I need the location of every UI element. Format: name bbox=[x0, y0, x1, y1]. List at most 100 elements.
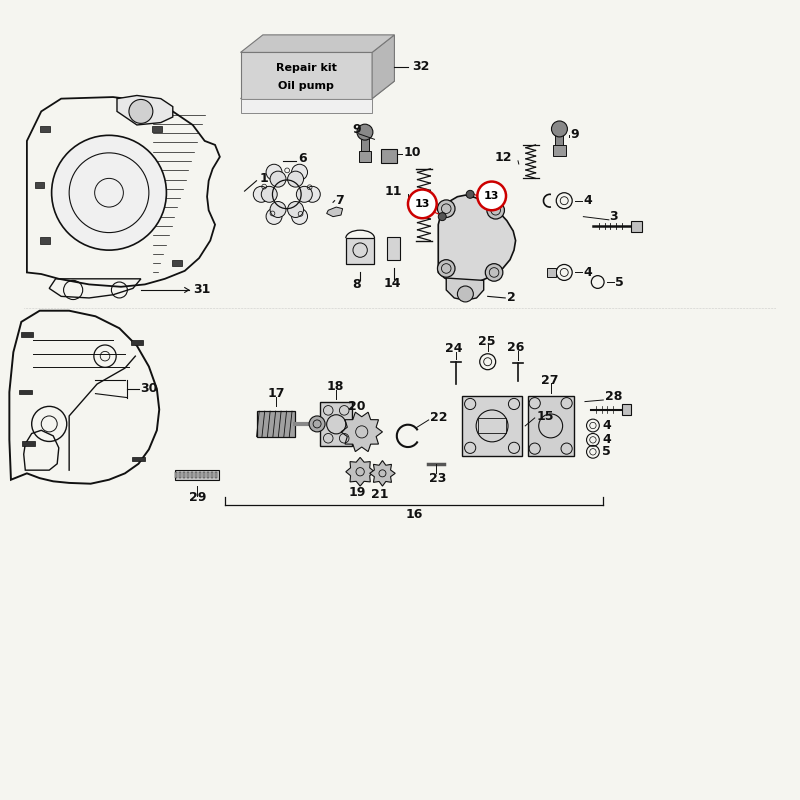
Polygon shape bbox=[215, 472, 217, 478]
Text: 9: 9 bbox=[352, 123, 361, 136]
Circle shape bbox=[266, 164, 282, 180]
Circle shape bbox=[52, 135, 166, 250]
Polygon shape bbox=[622, 404, 631, 415]
Circle shape bbox=[458, 286, 474, 302]
Polygon shape bbox=[320, 402, 352, 446]
Circle shape bbox=[287, 202, 303, 218]
Polygon shape bbox=[546, 268, 556, 278]
Polygon shape bbox=[117, 95, 173, 125]
Polygon shape bbox=[381, 149, 397, 163]
Polygon shape bbox=[341, 412, 382, 452]
Text: 32: 32 bbox=[412, 60, 430, 74]
Polygon shape bbox=[527, 396, 574, 456]
Polygon shape bbox=[370, 461, 395, 486]
Text: 2: 2 bbox=[507, 291, 515, 305]
Polygon shape bbox=[257, 411, 294, 437]
Polygon shape bbox=[361, 132, 369, 151]
Circle shape bbox=[551, 121, 567, 137]
Polygon shape bbox=[175, 472, 177, 478]
Polygon shape bbox=[35, 182, 45, 188]
Text: 25: 25 bbox=[478, 334, 496, 347]
Polygon shape bbox=[631, 221, 642, 232]
Text: 27: 27 bbox=[541, 374, 558, 386]
Polygon shape bbox=[358, 151, 371, 162]
Circle shape bbox=[254, 186, 270, 202]
Circle shape bbox=[262, 186, 278, 202]
Text: 1: 1 bbox=[260, 172, 269, 185]
Circle shape bbox=[287, 171, 303, 187]
Text: 23: 23 bbox=[430, 472, 447, 485]
Polygon shape bbox=[172, 260, 182, 266]
Text: 15: 15 bbox=[536, 410, 554, 423]
Text: 26: 26 bbox=[507, 341, 524, 354]
Polygon shape bbox=[132, 457, 145, 462]
Polygon shape bbox=[19, 390, 32, 394]
Text: 8: 8 bbox=[352, 278, 361, 291]
Text: 4: 4 bbox=[583, 194, 592, 207]
Polygon shape bbox=[203, 472, 205, 478]
Polygon shape bbox=[179, 472, 181, 478]
Circle shape bbox=[466, 190, 474, 198]
Polygon shape bbox=[191, 472, 193, 478]
Text: 24: 24 bbox=[445, 342, 462, 355]
Polygon shape bbox=[207, 472, 209, 478]
Polygon shape bbox=[462, 396, 522, 456]
Polygon shape bbox=[130, 340, 143, 345]
Text: 13: 13 bbox=[484, 191, 499, 201]
Text: 4: 4 bbox=[602, 419, 611, 432]
Text: 16: 16 bbox=[406, 508, 423, 522]
Polygon shape bbox=[438, 195, 515, 284]
Text: 29: 29 bbox=[189, 490, 206, 504]
Text: 6: 6 bbox=[298, 152, 306, 165]
Polygon shape bbox=[372, 35, 394, 98]
Polygon shape bbox=[199, 472, 201, 478]
Circle shape bbox=[270, 171, 286, 187]
Polygon shape bbox=[555, 129, 563, 145]
Circle shape bbox=[129, 99, 153, 123]
Circle shape bbox=[478, 182, 506, 210]
Polygon shape bbox=[21, 332, 34, 337]
Circle shape bbox=[438, 213, 446, 221]
Text: 21: 21 bbox=[370, 487, 388, 501]
Polygon shape bbox=[346, 238, 374, 264]
Circle shape bbox=[291, 209, 307, 224]
Text: 14: 14 bbox=[384, 277, 402, 290]
Polygon shape bbox=[41, 238, 50, 244]
Polygon shape bbox=[152, 126, 162, 132]
Polygon shape bbox=[241, 53, 372, 98]
Text: Repair kit: Repair kit bbox=[276, 63, 337, 73]
Polygon shape bbox=[241, 81, 394, 98]
Text: 5: 5 bbox=[602, 446, 611, 458]
Text: 28: 28 bbox=[605, 390, 622, 403]
Circle shape bbox=[309, 416, 325, 432]
Text: 7: 7 bbox=[334, 194, 343, 207]
Circle shape bbox=[291, 164, 307, 180]
Text: 20: 20 bbox=[348, 400, 366, 413]
Text: 4: 4 bbox=[583, 266, 592, 279]
Text: 10: 10 bbox=[403, 146, 421, 158]
Circle shape bbox=[266, 209, 282, 224]
Text: 4: 4 bbox=[602, 434, 611, 446]
Circle shape bbox=[487, 202, 505, 219]
Circle shape bbox=[296, 186, 312, 202]
Text: 30: 30 bbox=[140, 382, 158, 395]
Polygon shape bbox=[446, 278, 484, 300]
Text: 5: 5 bbox=[615, 275, 624, 289]
Polygon shape bbox=[195, 472, 197, 478]
Polygon shape bbox=[183, 472, 185, 478]
Circle shape bbox=[486, 264, 503, 282]
Circle shape bbox=[357, 124, 373, 140]
Polygon shape bbox=[326, 207, 342, 217]
Text: 11: 11 bbox=[384, 185, 402, 198]
Text: 12: 12 bbox=[494, 151, 512, 164]
Polygon shape bbox=[187, 472, 189, 478]
Circle shape bbox=[438, 260, 455, 278]
Polygon shape bbox=[387, 238, 400, 260]
Text: 22: 22 bbox=[430, 411, 448, 424]
Circle shape bbox=[270, 202, 286, 218]
Polygon shape bbox=[241, 98, 372, 113]
Polygon shape bbox=[41, 126, 50, 132]
Polygon shape bbox=[22, 442, 35, 446]
Circle shape bbox=[304, 186, 320, 202]
Polygon shape bbox=[211, 472, 213, 478]
